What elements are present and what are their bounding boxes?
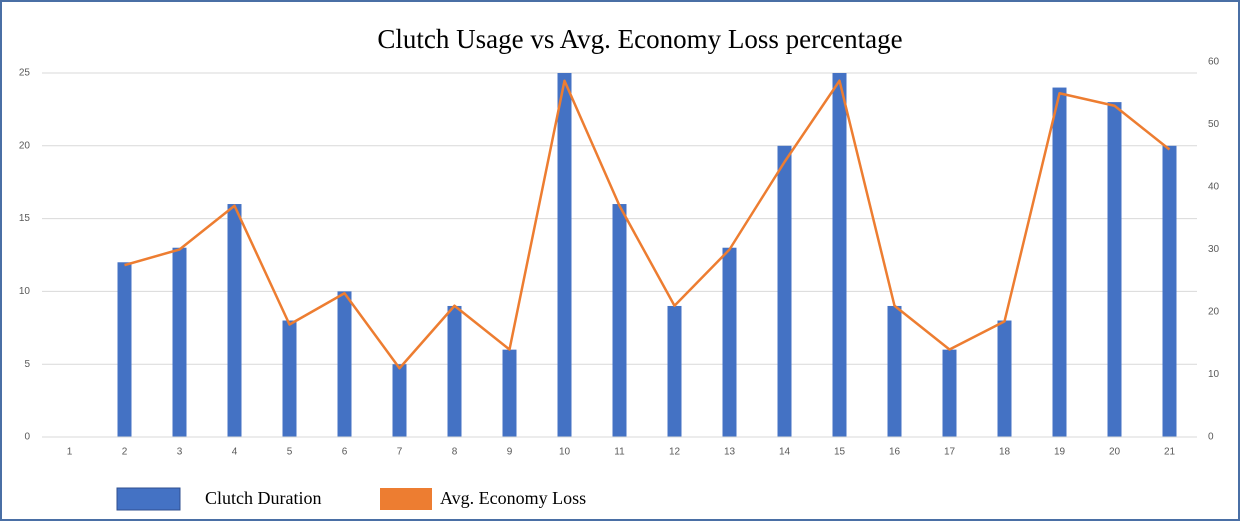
bar	[887, 305, 902, 437]
y2-tick-label: 0	[1208, 432, 1214, 443]
y2-tick-label: 10	[1208, 369, 1220, 380]
bar	[1162, 145, 1177, 438]
x-tick-label: 10	[559, 447, 571, 458]
y-tick-label: 15	[19, 213, 31, 224]
bar	[777, 145, 792, 438]
x-tick-label: 1	[67, 447, 73, 458]
bar	[1052, 87, 1067, 437]
bar	[832, 73, 847, 437]
y2-tick-label: 20	[1208, 307, 1220, 318]
x-tick-label: 7	[397, 447, 403, 458]
x-tick-label: 17	[944, 447, 956, 458]
x-tick-label: 15	[834, 447, 846, 458]
x-tick-label: 9	[507, 447, 513, 458]
x-tick-label: 6	[342, 447, 348, 458]
bar	[337, 291, 352, 437]
x-tick-label: 14	[779, 447, 791, 458]
bar	[612, 204, 627, 437]
legend-swatch	[116, 487, 181, 511]
bar	[117, 262, 132, 437]
x-tick-label: 4	[232, 447, 238, 458]
y2-tick-label: 50	[1208, 119, 1220, 130]
x-tick-label: 13	[724, 447, 736, 458]
bar	[722, 247, 737, 437]
chart-title: Clutch Usage vs Avg. Economy Loss percen…	[377, 24, 902, 54]
x-tick-label: 3	[177, 447, 183, 458]
bar	[392, 364, 407, 437]
bar	[997, 320, 1012, 437]
x-tick-label: 8	[452, 447, 458, 458]
bar	[172, 247, 187, 437]
y-tick-label: 25	[19, 68, 31, 79]
x-tick-label: 11	[614, 447, 625, 458]
y-tick-label: 20	[19, 140, 31, 151]
x-tick-label: 5	[287, 447, 293, 458]
bar	[1107, 102, 1122, 438]
legend-swatch	[380, 488, 432, 510]
x-tick-label: 12	[669, 447, 681, 458]
bar	[942, 349, 957, 437]
x-tick-label: 2	[122, 447, 128, 458]
legend-label: Avg. Economy Loss	[440, 488, 586, 508]
x-tick-label: 16	[889, 447, 901, 458]
y2-tick-label: 40	[1208, 182, 1220, 193]
bar	[447, 305, 462, 437]
y-tick-label: 0	[24, 432, 30, 443]
bar	[282, 320, 297, 437]
bar	[227, 204, 242, 437]
line	[124, 79, 1171, 370]
y2-tick-label: 60	[1208, 57, 1220, 68]
x-tick-label: 21	[1164, 447, 1176, 458]
legend-label: Clutch Duration	[205, 488, 321, 508]
bar	[667, 305, 682, 437]
y-tick-label: 10	[19, 286, 31, 297]
x-tick-label: 18	[999, 447, 1011, 458]
bar	[502, 349, 517, 437]
x-tick-label: 19	[1054, 447, 1066, 458]
y-tick-label: 5	[24, 359, 30, 370]
x-tick-label: 20	[1109, 447, 1121, 458]
y2-tick-label: 30	[1208, 244, 1220, 255]
bar	[557, 73, 572, 437]
